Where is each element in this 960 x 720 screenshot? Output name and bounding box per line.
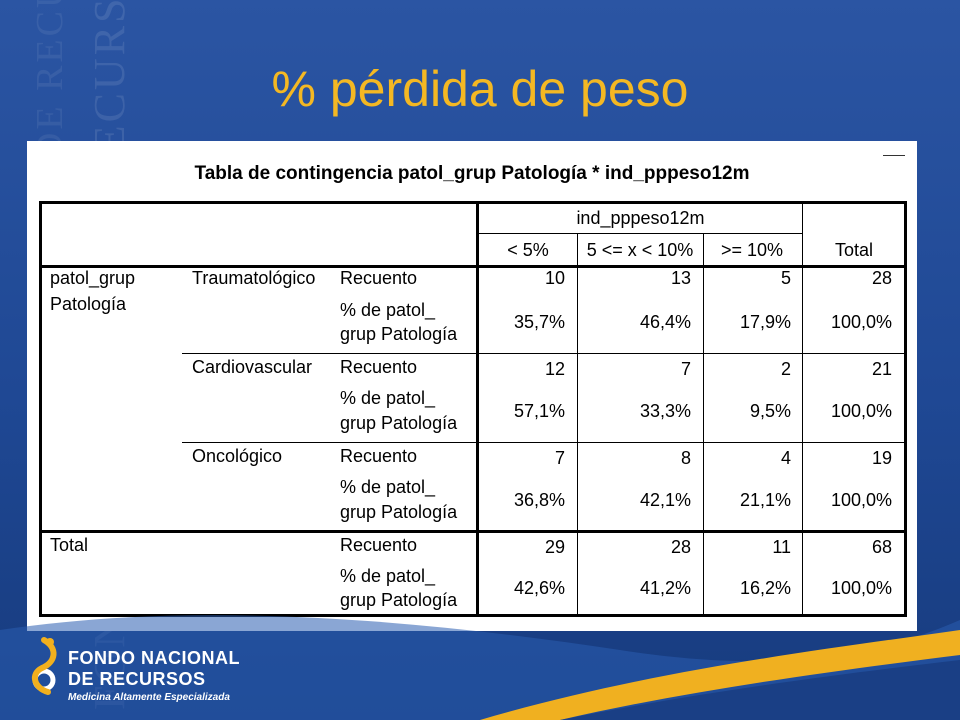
count-cell: 12 xyxy=(544,359,565,379)
pct-cell: 36,8% xyxy=(513,490,565,510)
pct-cell: 46,4% xyxy=(639,312,691,332)
count-cell: 4 xyxy=(780,448,791,468)
wave-shadow xyxy=(560,660,960,720)
group-name: Traumatológico xyxy=(192,268,316,288)
total-rule xyxy=(42,530,904,533)
pct-cell: 35,7% xyxy=(513,312,565,332)
row-variable-label: Patología xyxy=(50,294,127,314)
pct-cell: 41,2% xyxy=(639,578,691,598)
pct-cell: 57,1% xyxy=(513,401,565,421)
logo-name-line2: DE RECURSOS xyxy=(68,669,206,689)
pct-cell: 33,3% xyxy=(639,401,691,421)
count-label: Recuento xyxy=(340,446,418,466)
pct-label: % de patol_ xyxy=(340,300,436,320)
column-header: 5 <= x < 10% xyxy=(586,240,694,260)
pct-label: grup Patología xyxy=(340,502,458,522)
total-row-label: Total xyxy=(50,535,89,555)
group-name: Cardiovascular xyxy=(192,357,313,377)
fondo-nacional-logo-icon xyxy=(31,637,57,695)
table-title: Tabla de contingencia patol_grup Patolog… xyxy=(194,163,750,184)
header-bottom-rule xyxy=(42,265,904,268)
column-divider xyxy=(703,233,704,614)
panel-corner-mark xyxy=(883,155,905,156)
count-label: Recuento xyxy=(340,357,418,377)
count-cell: 28 xyxy=(871,268,892,288)
row-variable-label: patol_grup xyxy=(50,268,136,288)
group-divider xyxy=(182,442,904,443)
count-cell: 19 xyxy=(871,448,892,468)
pct-cell: 42,6% xyxy=(513,578,565,598)
count-label: Recuento xyxy=(340,535,418,555)
pct-cell: 100,0% xyxy=(830,312,892,332)
count-cell: 10 xyxy=(544,268,565,288)
group-name: Oncológico xyxy=(192,446,283,466)
pct-label: grup Patología xyxy=(340,324,458,344)
count-label: Recuento xyxy=(340,268,418,288)
contingency-table-panel: Tabla de contingencia patol_grup Patolog… xyxy=(27,141,917,631)
header-divider xyxy=(479,233,802,234)
count-cell: 2 xyxy=(780,359,791,379)
decorative-wave xyxy=(0,615,960,720)
pct-cell: 21,1% xyxy=(739,490,791,510)
pct-label: % de patol_ xyxy=(340,566,436,586)
column-group-header: ind_pppeso12m xyxy=(576,208,705,228)
column-divider xyxy=(802,204,803,614)
pct-cell: 16,2% xyxy=(739,578,791,598)
count-cell: 5 xyxy=(780,268,791,288)
wave-accent-stripe xyxy=(480,630,960,720)
contingency-table: ind_pppeso12m < 5% 5 <= x < 10% >= 10% T… xyxy=(39,201,907,617)
pct-label: grup Patología xyxy=(340,413,458,433)
pct-label: grup Patología xyxy=(340,590,458,610)
pct-label: % de patol_ xyxy=(340,477,436,497)
pct-cell: 42,1% xyxy=(639,490,691,510)
slide-title: % pérdida de peso xyxy=(271,61,689,117)
count-cell: 68 xyxy=(871,537,892,557)
pct-cell: 100,0% xyxy=(830,490,892,510)
logo-tagline: Medicina Altamente Especializada xyxy=(68,692,230,703)
pct-cell: 17,9% xyxy=(739,312,791,332)
count-cell: 28 xyxy=(670,537,691,557)
count-cell: 29 xyxy=(544,537,565,557)
count-cell: 7 xyxy=(554,448,565,468)
column-header: >= 10% xyxy=(720,240,784,260)
column-header: < 5% xyxy=(507,240,549,260)
column-header-total: Total xyxy=(834,240,874,260)
count-cell: 13 xyxy=(670,268,691,288)
count-cell: 21 xyxy=(871,359,892,379)
count-cell: 11 xyxy=(772,537,791,557)
logo-name-line1: FONDO NACIONAL xyxy=(68,648,240,668)
row-label-separator xyxy=(476,204,479,614)
column-divider xyxy=(577,233,578,614)
pct-cell: 100,0% xyxy=(830,578,892,598)
pct-label: % de patol_ xyxy=(340,388,436,408)
pct-cell: 9,5% xyxy=(749,401,791,421)
count-cell: 7 xyxy=(680,359,691,379)
count-cell: 8 xyxy=(680,448,691,468)
pct-cell: 100,0% xyxy=(830,401,892,421)
group-divider xyxy=(182,353,904,354)
